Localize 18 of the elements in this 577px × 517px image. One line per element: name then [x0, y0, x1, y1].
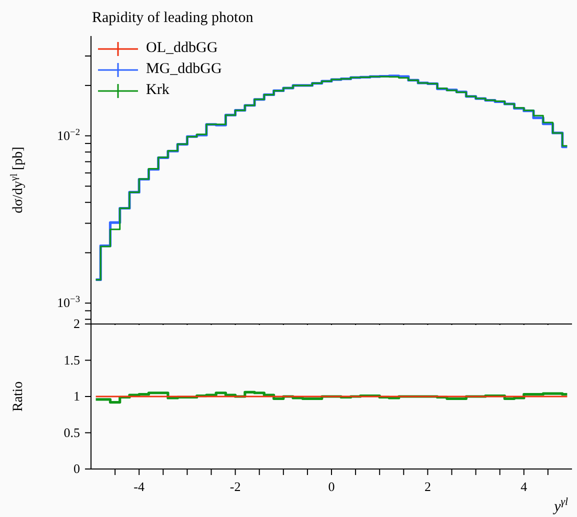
- x-tick-label: 4: [520, 479, 528, 494]
- y-tick-label: 1.5: [64, 352, 80, 368]
- legend-label: Krk: [146, 82, 170, 99]
- x-tick-label: -4: [134, 479, 146, 494]
- y-tick-label: 1: [74, 388, 80, 404]
- chart-title: Rapidity of leading photon: [92, 10, 254, 27]
- y-tick-label: 10$^{−2}$: [57, 128, 80, 143]
- x-axis-title: y$^{γl}$: [552, 496, 568, 515]
- legend-label: MG_ddbGG: [146, 61, 222, 78]
- y-tick-label: 2: [74, 316, 80, 331]
- x-tick-label: -2: [230, 479, 241, 494]
- y-tick-label: 0: [74, 461, 80, 476]
- y-axis-title: Ratio: [11, 381, 26, 412]
- y-tick-label: 0.5: [64, 424, 80, 440]
- y-tick-label: 10$^{−3}$: [57, 295, 80, 310]
- legend-label: OL_ddbGG: [146, 40, 218, 57]
- x-tick-label: 2: [424, 479, 431, 494]
- x-tick-label: 0: [328, 479, 335, 494]
